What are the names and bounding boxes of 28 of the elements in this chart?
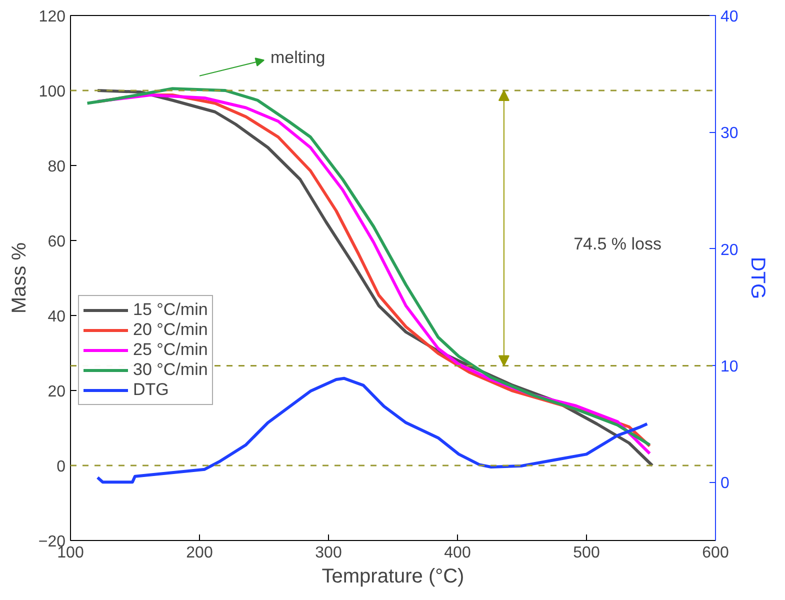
y2-tick-label: 10 xyxy=(720,358,738,376)
y2-tick-label: 40 xyxy=(720,8,738,26)
line-series xyxy=(96,376,649,484)
annotation: melting xyxy=(270,48,326,67)
y-tick-label: 20 xyxy=(48,384,66,400)
legend-label: 30 °C/min xyxy=(133,360,208,380)
y-tick-label: 60 xyxy=(48,234,66,250)
x-tick-label: 400 xyxy=(444,544,471,562)
x-tick-label: 300 xyxy=(315,544,342,562)
y2-axis-title: DTG xyxy=(746,256,768,300)
y-tick-label: 40 xyxy=(48,308,66,326)
y-tick-label: 100 xyxy=(38,84,66,100)
x-tick-label: 200 xyxy=(186,544,213,562)
legend-label: DTG xyxy=(133,380,169,400)
y2-tick-label: 0 xyxy=(720,475,730,492)
y-tick-label: 80 xyxy=(48,158,66,176)
y-axis-title: Mass % xyxy=(8,242,30,314)
x-tick-label: 600 xyxy=(702,544,729,562)
legend-label: 20 °C/min xyxy=(133,320,208,340)
legend-label: 25 °C/min xyxy=(133,340,208,360)
annotation: 74.5 % loss xyxy=(574,234,662,254)
y2-tick-label: 30 xyxy=(720,125,738,142)
y2-tick-label: 20 xyxy=(720,242,738,259)
y-tick-label: 0 xyxy=(56,458,66,476)
x-tick-label: 500 xyxy=(573,544,600,562)
x-axis-title: Temprature (°C) xyxy=(322,566,464,588)
legend-label: 15 °C/min xyxy=(133,300,208,320)
y-tick-label: 120 xyxy=(38,8,66,26)
